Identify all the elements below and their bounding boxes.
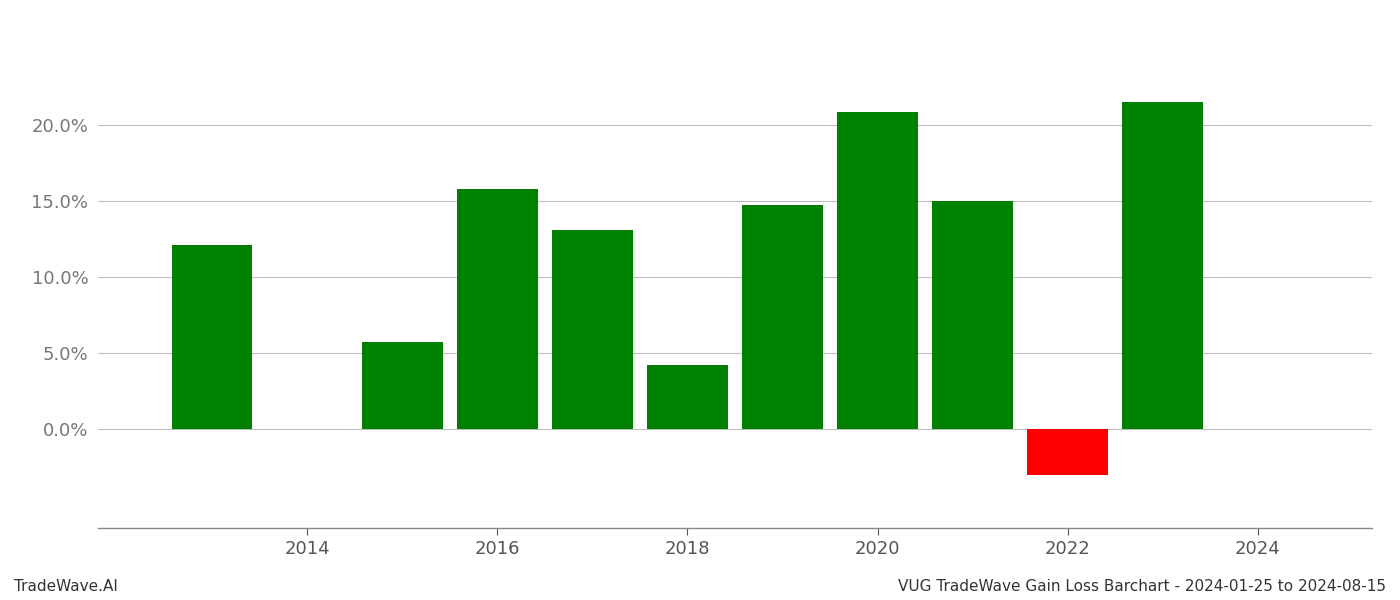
Bar	[837, 112, 918, 429]
Bar	[1028, 429, 1109, 475]
Bar	[552, 230, 633, 429]
Bar	[742, 205, 823, 429]
Text: VUG TradeWave Gain Loss Barchart - 2024-01-25 to 2024-08-15: VUG TradeWave Gain Loss Barchart - 2024-…	[897, 579, 1386, 594]
Bar	[361, 342, 442, 429]
Bar	[172, 245, 252, 429]
Bar	[647, 365, 728, 429]
Text: TradeWave.AI: TradeWave.AI	[14, 579, 118, 594]
Bar	[932, 200, 1014, 429]
Bar	[456, 188, 538, 429]
Bar	[1123, 102, 1203, 429]
